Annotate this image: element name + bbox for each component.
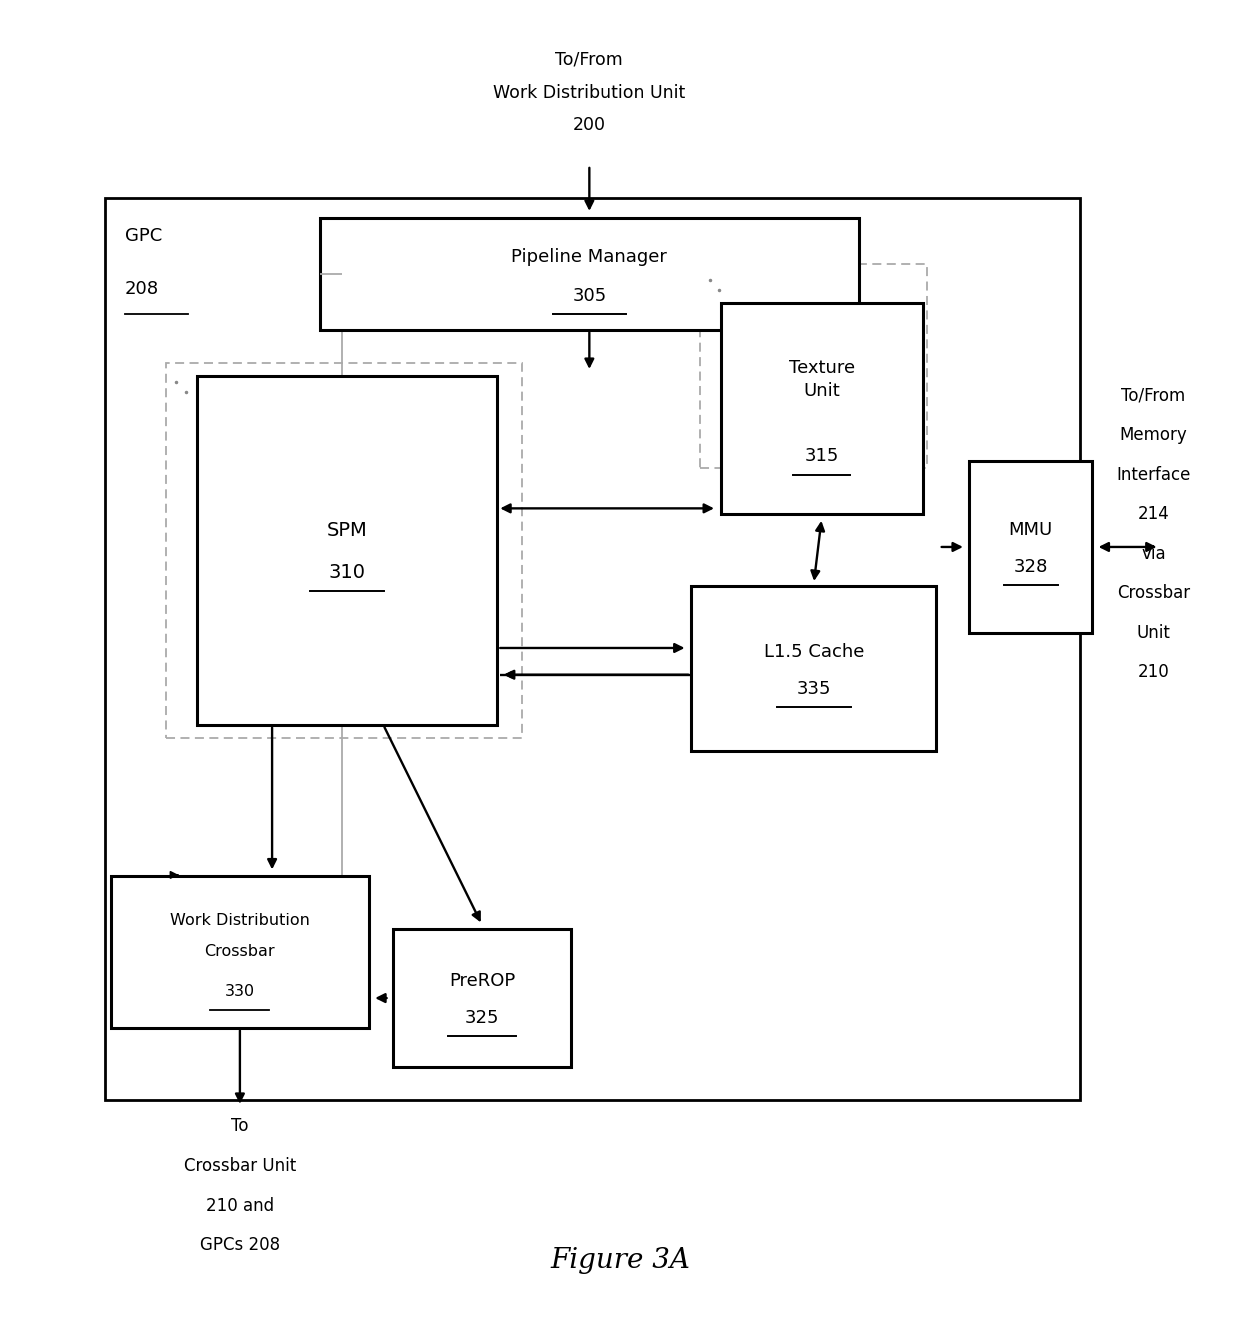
Text: To/From: To/From [556,51,624,69]
Text: 328: 328 [1013,558,1048,576]
Text: PreROP: PreROP [449,972,515,990]
Text: GPC: GPC [125,226,162,245]
FancyBboxPatch shape [691,587,936,751]
Text: Crossbar: Crossbar [205,945,275,960]
Text: Crossbar Unit: Crossbar Unit [184,1157,296,1175]
FancyBboxPatch shape [393,929,570,1067]
FancyBboxPatch shape [112,876,368,1028]
FancyBboxPatch shape [197,375,497,725]
Text: Texture
Unit: Texture Unit [789,359,854,401]
Text: Crossbar: Crossbar [1117,584,1190,602]
Text: via: via [1141,544,1166,563]
Text: Interface: Interface [1116,466,1190,483]
FancyBboxPatch shape [105,198,1080,1101]
FancyBboxPatch shape [970,462,1092,632]
Text: 210 and: 210 and [206,1197,274,1214]
Text: 305: 305 [572,287,606,305]
Text: To: To [231,1118,249,1135]
FancyBboxPatch shape [166,362,522,737]
Text: 315: 315 [805,447,839,465]
Text: 330: 330 [224,984,255,1000]
Text: 310: 310 [329,563,366,582]
Text: Unit: Unit [1136,623,1171,642]
FancyBboxPatch shape [720,303,923,514]
FancyBboxPatch shape [699,264,926,469]
Text: 325: 325 [465,1009,500,1026]
Text: To/From: To/From [1121,386,1185,405]
Text: Memory: Memory [1120,426,1187,445]
Text: Pipeline Manager: Pipeline Manager [511,248,667,266]
Text: 210: 210 [1137,663,1169,681]
Text: L1.5 Cache: L1.5 Cache [764,643,864,660]
Text: Work Distribution: Work Distribution [170,913,310,928]
Text: 208: 208 [125,280,159,298]
FancyBboxPatch shape [320,218,859,330]
Text: 214: 214 [1137,504,1169,523]
Text: 200: 200 [573,117,606,134]
Text: Figure 3A: Figure 3A [551,1247,689,1274]
Text: 335: 335 [796,680,831,697]
Text: GPCs 208: GPCs 208 [200,1236,280,1254]
Text: MMU: MMU [1008,520,1053,539]
Text: SPM: SPM [327,520,367,540]
Text: Work Distribution Unit: Work Distribution Unit [494,84,686,101]
